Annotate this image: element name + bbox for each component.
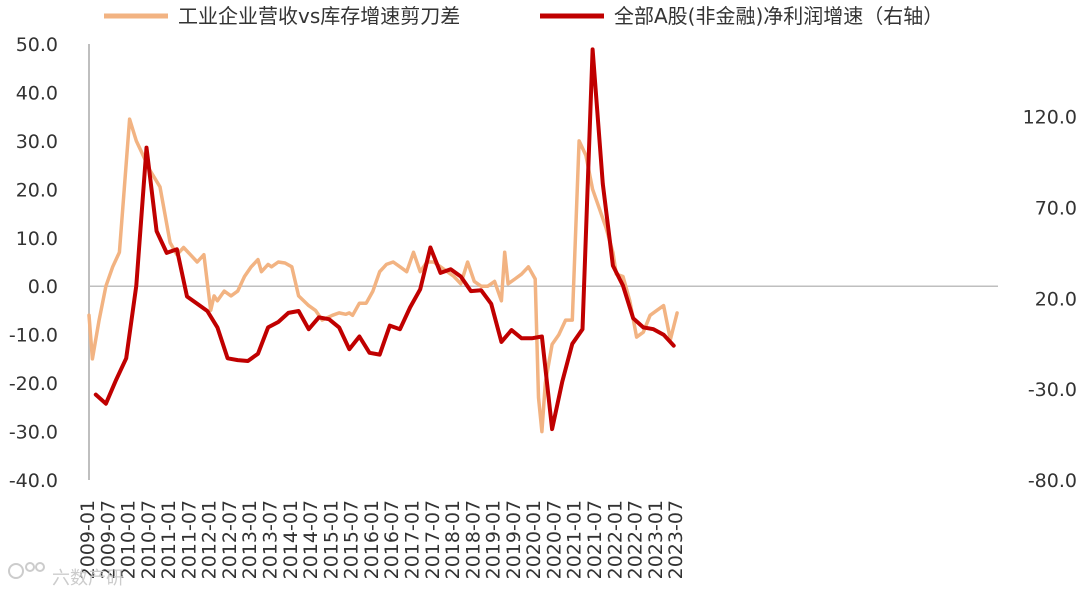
right-tick-label: 70.0 (1035, 198, 1077, 220)
series-line-net-profit-growth (93, 47, 676, 432)
watermark-text: 六数产研 (52, 568, 124, 589)
x-tick-label: 2022-07 (625, 500, 647, 579)
left-tick-label: 50.0 (16, 34, 58, 56)
x-axis: 2009-012009-072010-012010-072011-012011-… (77, 285, 998, 579)
series-line-revenue-inventory-gap (87, 117, 679, 434)
left-tick-label: 20.0 (16, 179, 58, 201)
left-tick-label: 10.0 (16, 228, 58, 250)
legend: 工业企业营收vs库存增速剪刀差 全部A股(非金融)净利润增速（右轴） (104, 4, 943, 28)
x-tick-label: 2012-07 (219, 500, 241, 579)
right-tick-label: -30.0 (1028, 379, 1077, 401)
watermark: 六数产研 (8, 562, 124, 589)
series-layer (87, 47, 679, 434)
x-tick-label: 2023-07 (665, 500, 687, 579)
x-tick-label: 2013-01 (239, 500, 261, 579)
x-tick-label: 2020-01 (523, 500, 545, 579)
left-tick-label: 30.0 (16, 131, 58, 153)
x-tick-label: 2010-01 (118, 500, 140, 579)
x-tick-label: 2011-01 (158, 500, 180, 579)
x-tick-label: 2021-01 (564, 500, 586, 579)
x-tick-label: 2018-01 (442, 500, 464, 579)
x-tick-label: 2013-07 (260, 500, 282, 579)
x-tick-label: 2014-07 (300, 500, 322, 579)
right-axis: 120.0 70.0 20.0 -30.0 -80.0 (1023, 107, 1077, 492)
x-tick-label: 2011-07 (178, 500, 200, 579)
left-tick-label: -10.0 (9, 325, 58, 347)
left-tick-label: -20.0 (9, 373, 58, 395)
x-tick-label: 2015-07 (341, 500, 363, 579)
x-tick-label: 2019-07 (503, 500, 525, 579)
left-tick-label: -40.0 (9, 470, 58, 492)
left-tick-label: 0.0 (28, 276, 58, 298)
x-tick-label: 2021-07 (584, 500, 606, 579)
left-tick-label: -30.0 (9, 422, 58, 444)
x-tick-label: 2016-07 (381, 500, 403, 579)
x-tick-label: 2014-01 (280, 500, 302, 579)
x-tick-label: 2022-01 (604, 500, 626, 579)
x-tick-label: 2017-01 (402, 500, 424, 579)
x-tick-label: 2018-07 (462, 500, 484, 579)
legend-label-series-1: 工业企业营收vs库存增速剪刀差 (178, 4, 460, 28)
x-tick-label: 2016-01 (361, 500, 383, 579)
x-tick-label: 2010-07 (138, 500, 160, 579)
x-tick-label: 2020-07 (543, 500, 565, 579)
right-tick-label: 120.0 (1023, 107, 1077, 129)
x-tick-label: 2009-01 (77, 500, 99, 579)
x-tick-label: 2015-01 (320, 500, 342, 579)
left-axis: 50.0 40.0 30.0 20.0 10.0 0.0 -10.0 -20.0 -30.0 -4… (9, 34, 90, 492)
x-tick-label: 2012-01 (199, 500, 221, 579)
x-tick-label: 2009-07 (97, 500, 119, 579)
legend-label-series-2: 全部A股(非金融)净利润增速（右轴） (614, 4, 943, 28)
watermark-logo-icon (8, 562, 45, 579)
right-tick-label: 20.0 (1035, 288, 1077, 310)
left-tick-label: 40.0 (16, 82, 58, 104)
x-tick-label: 2017-07 (422, 500, 444, 579)
right-tick-label: -80.0 (1028, 470, 1077, 492)
x-tick-label: 2019-01 (483, 500, 505, 579)
x-tick-label: 2023-01 (645, 500, 667, 579)
